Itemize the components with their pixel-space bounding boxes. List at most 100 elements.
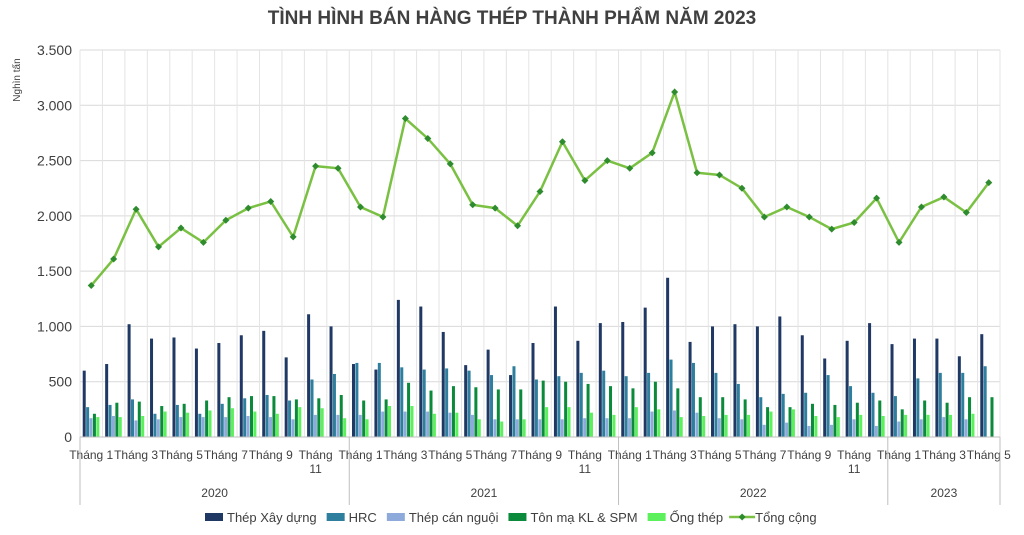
bar-3 [160,406,164,437]
bar-1 [647,372,651,437]
bar-4 [163,411,167,437]
bar-4 [814,415,818,437]
bar-1 [938,372,942,437]
bar-1 [175,404,179,437]
bar-4 [298,407,302,437]
bar-1 [288,400,292,437]
bar-4 [522,419,526,437]
bar-3 [272,396,276,437]
bar-3 [205,400,209,437]
bar-3 [115,402,119,437]
bar-2 [942,417,946,437]
bar-2 [156,419,160,437]
bar-4 [477,419,481,437]
x-tick-label: Tháng 7 [204,448,248,462]
bar-2 [224,417,228,437]
bar-4 [96,417,100,437]
bar-4 [118,417,122,437]
bar-3 [429,390,433,437]
x-tick-label: Tháng 5 [428,448,472,462]
bar-3 [676,388,680,437]
bar-0 [127,324,131,437]
bar-1 [243,398,247,437]
bar-1 [355,362,359,437]
bar-4 [410,406,414,437]
x-tick-label: 11 [848,462,861,476]
bar-2 [650,411,654,437]
bar-3 [137,401,141,437]
bar-2 [358,414,362,437]
bar-1 [108,404,112,437]
total-marker [110,255,118,263]
bar-3 [496,389,500,437]
bar-0 [531,343,535,437]
bar-0 [711,326,715,437]
x-tick-label: Tháng 9 [249,448,293,462]
y-tick-label: 0 [64,429,72,445]
bar-3 [182,403,186,437]
total-marker [446,160,454,168]
bar-4 [320,408,324,437]
bar-2 [919,419,923,437]
bar-2 [740,419,744,437]
total-marker [603,157,611,165]
bar-1 [961,372,965,437]
bar-3 [945,402,949,437]
bar-2 [717,418,721,437]
bar-0 [262,330,266,437]
total-marker [783,203,791,211]
bar-4 [634,407,638,437]
bar-4 [791,409,795,437]
year-label: 2021 [471,486,498,500]
legend-label: Tổng cộng [755,510,816,525]
legend-label: Ống thép [670,510,724,525]
bar-2 [448,412,452,437]
x-tick-label: Tháng 9 [787,448,831,462]
bar-1 [714,372,718,437]
x-tick-label: Tháng 3 [114,448,158,462]
bar-2 [560,419,564,437]
bar-2 [874,425,878,437]
bar-0 [396,299,400,437]
bar-3 [249,396,253,437]
bar-3 [339,394,343,437]
bar-2 [897,421,901,437]
bar-0 [845,340,849,437]
bar-1 [781,393,785,437]
bar-4 [567,407,571,437]
total-marker [738,184,746,192]
x-tick-label: Tháng 5 [697,448,741,462]
year-label: 2023 [931,486,958,500]
bar-3 [586,383,590,437]
bar-0 [643,307,647,437]
bar-3 [653,381,657,437]
bar-2 [583,418,587,437]
bar-0 [912,338,916,437]
bar-1 [130,399,134,437]
bar-1 [826,375,830,437]
bar-0 [82,370,86,437]
bar-3 [541,380,545,437]
bar-2 [515,419,519,437]
bar-0 [621,322,625,437]
bar-2 [111,415,115,437]
legend-swatch [508,513,527,521]
bar-2 [470,414,474,437]
bar-4 [949,414,953,437]
bar-2 [830,424,834,437]
bar-4 [881,415,885,437]
total-marker [760,213,768,221]
bar-4 [455,412,459,437]
bar-4 [836,417,840,437]
bar-1 [445,368,449,437]
bar-2 [426,411,430,437]
legend-label: HRC [349,510,377,525]
x-tick-label: Tháng [568,448,602,462]
bar-3 [564,381,568,437]
bar-2 [201,417,205,437]
bar-3 [833,404,837,437]
legend-marker [738,513,746,521]
bar-3 [451,386,455,437]
bar-0 [486,349,490,437]
bar-0 [441,331,445,437]
